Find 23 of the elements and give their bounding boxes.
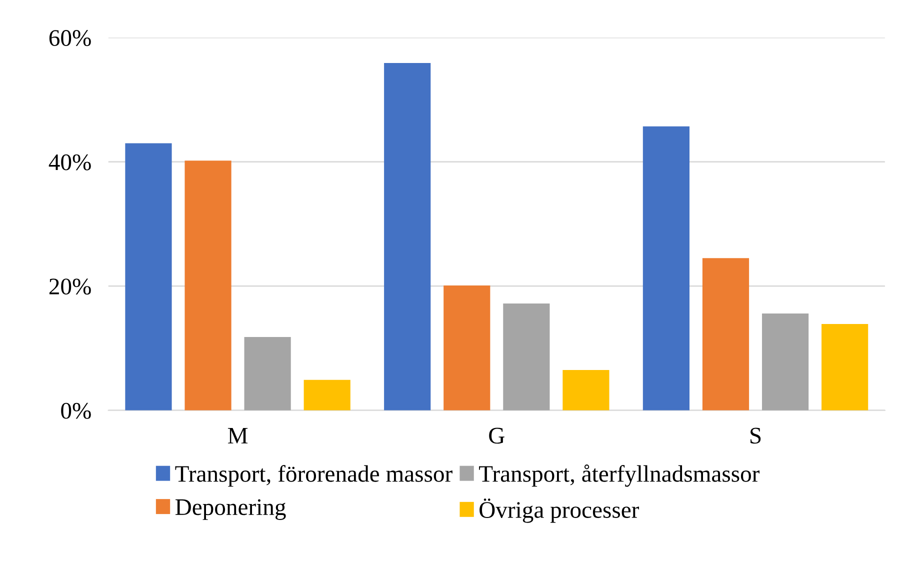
bar <box>184 160 232 410</box>
bar <box>702 258 750 410</box>
x-tick-label: S <box>750 428 761 444</box>
bar <box>244 337 291 410</box>
bar <box>762 313 809 410</box>
bar <box>125 143 172 410</box>
legend-label: Transport, återfyllnadsmassor <box>479 464 760 487</box>
bar <box>304 380 350 410</box>
bar <box>444 285 490 410</box>
y-tick-label: 40% <box>48 154 91 170</box>
bar <box>562 370 610 410</box>
y-tick-label: 60% <box>49 30 91 46</box>
legend-label: Deponering <box>175 499 286 520</box>
legend-label: Övriga processer <box>480 498 640 523</box>
y-tick-label: 20% <box>49 278 91 295</box>
y-tick-label: 0% <box>61 402 91 419</box>
bar <box>642 126 690 410</box>
bar <box>503 304 550 410</box>
bar <box>384 63 431 410</box>
bar <box>822 324 868 410</box>
x-tick-label: G <box>489 428 504 444</box>
legend-label: Transport, förorenade massor <box>175 465 452 487</box>
x-tick-label: M <box>228 428 248 444</box>
